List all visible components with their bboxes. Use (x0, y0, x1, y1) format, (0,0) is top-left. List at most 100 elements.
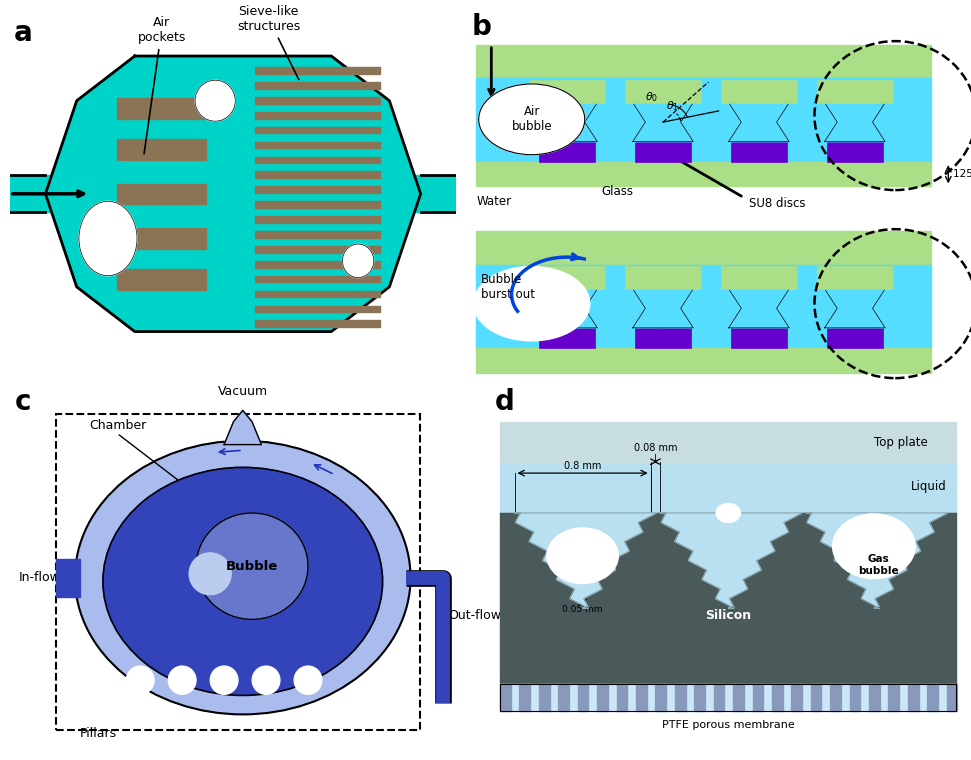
Bar (255, 321, 381, 327)
Circle shape (75, 441, 411, 714)
Bar (255, 201, 381, 208)
Ellipse shape (294, 666, 322, 695)
Bar (255, 246, 381, 252)
Bar (947, 684, 957, 711)
Polygon shape (224, 410, 261, 445)
Text: Sieve-like
structures: Sieve-like structures (237, 5, 300, 80)
Text: Silicon: Silicon (705, 609, 752, 622)
Bar (811, 684, 821, 711)
Bar (714, 684, 724, 711)
Bar (117, 269, 206, 290)
Ellipse shape (168, 666, 196, 695)
Bar (519, 684, 530, 711)
Bar (255, 261, 381, 268)
Bar (675, 684, 686, 711)
Bar (476, 45, 930, 78)
Text: Bubble: Bubble (226, 559, 279, 573)
Bar (255, 82, 381, 89)
Text: Glass: Glass (602, 185, 633, 198)
Text: Pillars: Pillars (80, 727, 117, 740)
Bar (255, 216, 381, 223)
Polygon shape (389, 175, 456, 212)
Bar (731, 141, 787, 162)
Bar (827, 141, 883, 162)
Bar (529, 81, 605, 103)
Text: 0.8 mm: 0.8 mm (564, 461, 601, 470)
Bar (500, 422, 956, 464)
Text: $\theta_1$: $\theta_1$ (665, 99, 679, 113)
Bar (636, 684, 647, 711)
Polygon shape (633, 103, 693, 141)
Bar (56, 414, 419, 730)
Bar (721, 267, 797, 289)
Text: In-flow: In-flow (19, 571, 61, 584)
Text: Bubble
burst out: Bubble burst out (482, 273, 535, 301)
Text: Out-flow: Out-flow (448, 609, 501, 622)
Text: 0.05 mm: 0.05 mm (562, 605, 603, 614)
Bar (850, 684, 860, 711)
Text: 0.08 mm: 0.08 mm (634, 443, 677, 454)
Bar (539, 684, 550, 711)
Bar (869, 684, 880, 711)
Text: Liquid: Liquid (911, 480, 947, 493)
Bar (117, 139, 206, 160)
Polygon shape (728, 103, 789, 141)
Bar (655, 684, 666, 711)
Circle shape (547, 527, 619, 584)
Bar (255, 157, 381, 163)
Bar (827, 328, 883, 348)
Bar (753, 684, 763, 711)
Circle shape (103, 467, 383, 695)
Ellipse shape (196, 513, 308, 619)
Bar (500, 684, 511, 711)
Polygon shape (824, 103, 886, 141)
Bar (830, 684, 841, 711)
Bar (625, 81, 701, 103)
Bar (500, 464, 956, 513)
Bar (255, 172, 381, 178)
Ellipse shape (195, 81, 235, 121)
Bar (117, 98, 206, 119)
Text: d: d (495, 388, 515, 416)
Ellipse shape (343, 244, 374, 277)
Text: SU8 discs: SU8 discs (749, 197, 805, 210)
Bar (255, 290, 381, 297)
Circle shape (717, 504, 741, 523)
Bar (500, 684, 956, 711)
Ellipse shape (479, 84, 585, 155)
Circle shape (833, 514, 916, 578)
Bar (625, 267, 701, 289)
Bar (255, 276, 381, 283)
Polygon shape (515, 513, 656, 608)
Bar (772, 684, 783, 711)
Text: a: a (15, 19, 33, 47)
Bar (255, 231, 381, 238)
Bar (817, 81, 892, 103)
Polygon shape (806, 513, 948, 608)
Bar (117, 184, 206, 204)
Polygon shape (537, 289, 597, 328)
Text: PTFE porous membrane: PTFE porous membrane (662, 720, 794, 730)
Bar (617, 684, 627, 711)
Ellipse shape (126, 666, 154, 695)
Bar (476, 78, 930, 162)
Text: $\theta_0$: $\theta_0$ (646, 90, 658, 103)
Bar (476, 348, 930, 372)
Bar (539, 141, 595, 162)
Bar (927, 684, 938, 711)
Bar (578, 684, 588, 711)
Ellipse shape (252, 666, 280, 695)
Polygon shape (728, 289, 789, 328)
Bar (817, 267, 892, 289)
Polygon shape (660, 513, 802, 608)
Bar (255, 141, 381, 148)
Bar (255, 67, 381, 74)
Bar (721, 81, 797, 103)
Polygon shape (824, 289, 886, 328)
Bar (791, 684, 802, 711)
Bar (635, 141, 690, 162)
Bar (476, 162, 930, 186)
Bar (255, 306, 381, 312)
Bar (500, 513, 956, 684)
Text: Air
bubble: Air bubble (512, 106, 552, 133)
